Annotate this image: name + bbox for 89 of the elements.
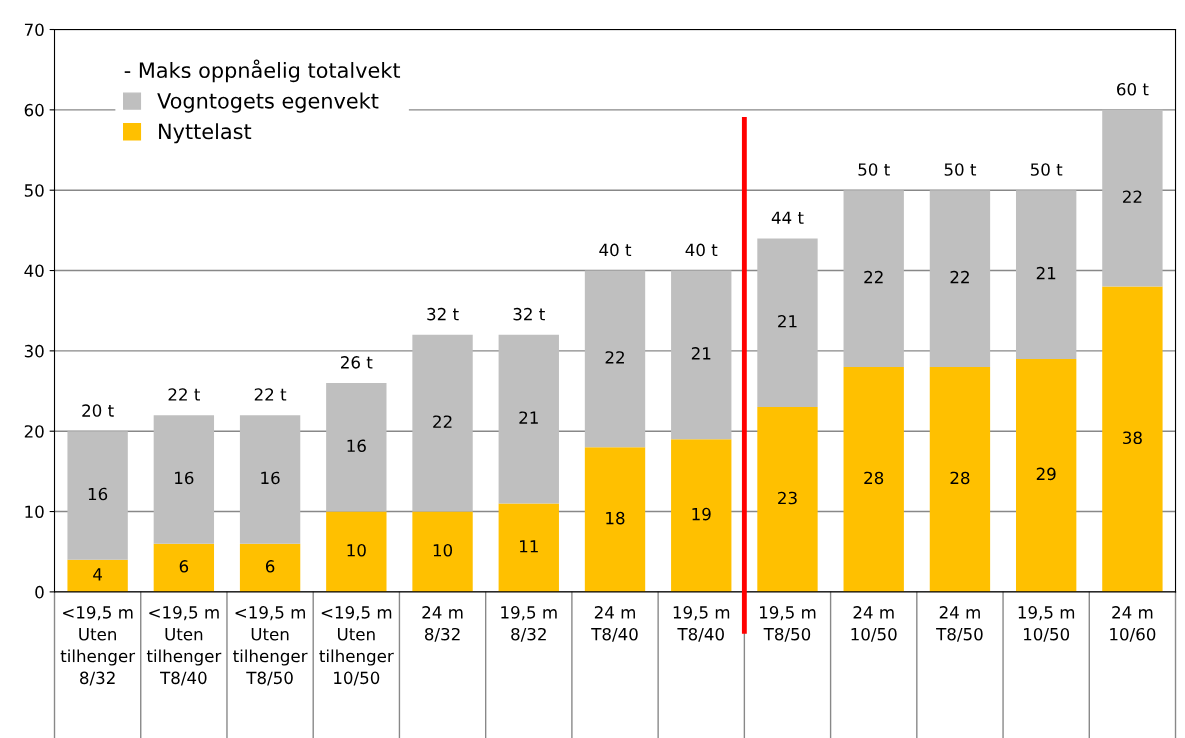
bar bbox=[326, 511, 387, 592]
data-label: 10 bbox=[433, 543, 453, 557]
bar bbox=[67, 559, 128, 592]
bar bbox=[239, 415, 301, 544]
bar bbox=[1015, 358, 1077, 592]
data-label: 16 bbox=[347, 439, 366, 453]
x-tick-label: 19,5 m T8/40 bbox=[673, 606, 730, 642]
bar bbox=[326, 383, 387, 512]
x-tick-label: 24 m T8/40 bbox=[591, 606, 638, 642]
y-tick-label: 0 bbox=[35, 585, 44, 599]
data-label: 21 bbox=[1036, 266, 1056, 280]
data-label: 18 bbox=[606, 511, 625, 525]
bar bbox=[412, 511, 473, 592]
data-label: 22 bbox=[864, 270, 883, 284]
bar bbox=[153, 415, 215, 544]
total-label: 20 t bbox=[82, 404, 114, 417]
bar bbox=[498, 503, 559, 592]
data-label: 21 bbox=[691, 347, 711, 360]
total-label: 26 t bbox=[341, 356, 373, 369]
bar bbox=[67, 431, 128, 560]
y-tick-label: 60 bbox=[24, 103, 44, 117]
y-tick-label: 40 bbox=[24, 264, 44, 278]
bar bbox=[1102, 286, 1163, 592]
total-label: 40 t bbox=[685, 243, 718, 257]
total-label: 22 t bbox=[254, 388, 287, 401]
legend-label: Nyttelast bbox=[159, 123, 252, 144]
data-label: 21 bbox=[778, 314, 797, 328]
data-label: 19 bbox=[692, 507, 711, 521]
bar bbox=[671, 270, 732, 440]
bar bbox=[843, 366, 904, 592]
bar bbox=[153, 543, 215, 592]
x-tick-label: 24 m T8/50 bbox=[936, 606, 983, 642]
total-label: 60 t bbox=[1117, 82, 1149, 96]
legend-title: - Maks oppnåelig totalvekt bbox=[124, 59, 401, 83]
data-label: 22 bbox=[605, 351, 624, 364]
x-tick-label: 24 m 10/50 bbox=[851, 606, 897, 642]
x-tick-label: <19,5 m Uten tilhenger 8/32 bbox=[60, 606, 136, 686]
data-label: 11 bbox=[520, 540, 538, 553]
data-label: 10 bbox=[347, 543, 366, 557]
bar bbox=[584, 270, 646, 448]
y-tick-label: 30 bbox=[24, 344, 44, 358]
bar bbox=[929, 190, 991, 367]
bar bbox=[239, 543, 301, 592]
data-label: 16 bbox=[88, 487, 108, 501]
bar bbox=[1102, 109, 1163, 287]
y-tick-label: 50 bbox=[24, 184, 44, 197]
data-label: 6 bbox=[179, 560, 189, 573]
bar bbox=[929, 366, 991, 592]
x-tick-label: 19,5 m T8/50 bbox=[759, 606, 816, 642]
data-label: 28 bbox=[950, 471, 970, 485]
bar bbox=[671, 439, 732, 592]
total-label: 50 t bbox=[1030, 163, 1063, 176]
bar bbox=[498, 334, 559, 504]
data-label: 22 bbox=[950, 270, 969, 284]
data-label: 6 bbox=[265, 560, 275, 573]
total-label: 32 t bbox=[513, 307, 545, 321]
total-label: 44 t bbox=[771, 211, 804, 224]
data-label: 23 bbox=[778, 491, 797, 505]
total-label: 22 t bbox=[168, 388, 200, 401]
data-label: 4 bbox=[93, 568, 102, 581]
x-tick-label: 19,5 m 10/50 bbox=[1018, 606, 1075, 642]
data-label: 28 bbox=[864, 471, 884, 485]
data-label: 16 bbox=[175, 471, 194, 485]
bar bbox=[412, 334, 473, 512]
x-tick-label: <19,5 m Uten tilhenger 10/50 bbox=[319, 606, 394, 686]
bar bbox=[584, 447, 646, 592]
legend-label: Vogntogets egenvekt bbox=[157, 92, 379, 113]
data-label: 22 bbox=[433, 415, 452, 428]
total-label: 50 t bbox=[858, 163, 890, 176]
data-label: 21 bbox=[519, 411, 538, 424]
x-tick-label: 24 m 10/60 bbox=[1110, 606, 1156, 642]
data-label: 38 bbox=[1123, 431, 1142, 445]
bar bbox=[757, 238, 818, 408]
y-tick-label: 70 bbox=[24, 23, 44, 37]
y-tick-label: 10 bbox=[25, 505, 44, 519]
x-tick-label: 24 m 8/32 bbox=[422, 606, 463, 642]
data-label: 29 bbox=[1036, 467, 1056, 481]
total-label: 50 t bbox=[944, 163, 977, 176]
data-label: 16 bbox=[261, 471, 280, 485]
x-tick-label: 19,5 m 8/32 bbox=[501, 606, 557, 642]
bar bbox=[757, 407, 818, 592]
x-tick-label: <19,5 m Uten tilhenger T8/40 bbox=[146, 606, 222, 686]
y-tick-label: 20 bbox=[24, 425, 44, 438]
data-label: 22 bbox=[1123, 190, 1142, 203]
bar bbox=[1015, 190, 1077, 359]
x-tick-label: <19,5 m Uten tilhenger T8/50 bbox=[233, 606, 308, 686]
bar bbox=[843, 190, 904, 367]
total-label: 40 t bbox=[599, 243, 632, 257]
total-label: 32 t bbox=[427, 307, 459, 321]
